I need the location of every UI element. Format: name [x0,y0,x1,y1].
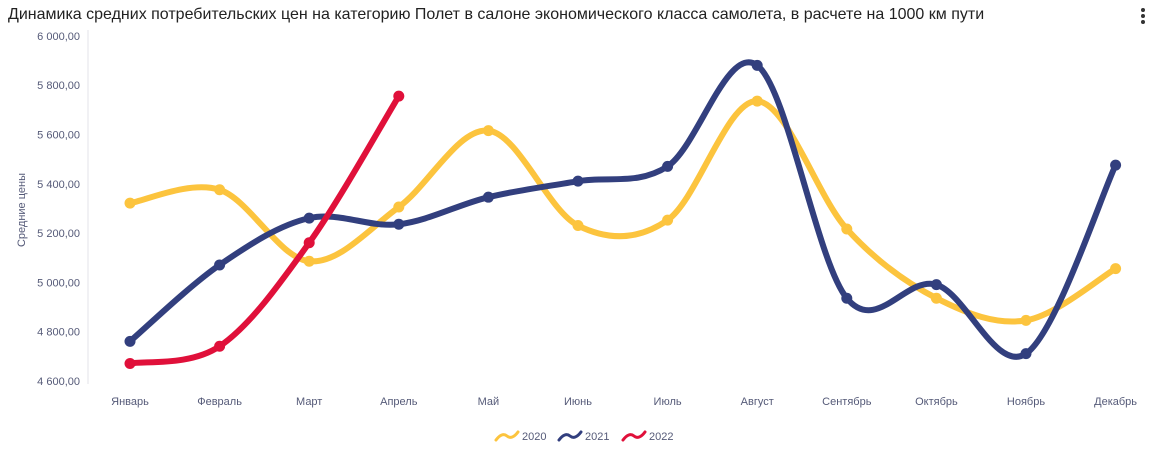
point [1020,314,1032,326]
series-line [127,59,1119,360]
point [662,214,674,226]
point [303,255,315,267]
point [393,90,405,102]
point [214,259,226,271]
point [214,340,226,352]
x-tick-label: Ноябрь [1007,396,1045,408]
y-tick-label: 4 600,00 [37,376,80,388]
x-tick-label: Июль [654,396,682,408]
legend-label: 2022 [649,431,673,443]
x-tick-label: Сентябрь [822,396,872,408]
legend-icon [494,430,520,442]
point [124,358,136,370]
point [841,223,853,235]
legend-icon [621,430,647,442]
series-line [127,93,402,367]
x-tick-label: Август [741,396,774,408]
chart-title: Динамика средних потребительских цен на … [8,6,984,23]
y-tick-label: 5 800,00 [37,80,80,92]
y-tick-label: 5 200,00 [37,228,80,240]
point [1110,263,1122,275]
point [124,335,136,347]
legend-icon [557,430,583,442]
legend-label: 2021 [585,431,609,443]
menu-dot [1141,20,1145,24]
y-tick-label: 5 600,00 [37,129,80,141]
x-tick-label: Май [478,396,500,408]
point [751,95,763,107]
point [303,212,315,224]
point [393,201,405,213]
point [841,292,853,304]
point [124,197,136,209]
point [572,175,584,187]
point [930,292,942,304]
x-tick-label: Январь [111,396,149,408]
point [572,220,584,232]
y-tick-label: 4 800,00 [37,327,80,339]
point [1110,159,1122,171]
y-axis-label: Средние цены [16,173,28,247]
point [303,237,315,249]
menu-dot [1141,14,1145,18]
point [214,184,226,196]
menu-icon[interactable] [1141,8,1145,24]
y-tick-label: 5 400,00 [37,179,80,191]
point [751,59,763,71]
menu-dot [1141,8,1145,12]
point [482,125,494,137]
point [1020,348,1032,360]
x-tick-label: Декабрь [1094,396,1137,408]
y-tick-label: 6 000,00 [37,31,80,43]
x-tick-label: Март [296,396,322,408]
y-tick-label: 5 000,00 [37,277,80,289]
x-tick-label: Июнь [564,396,592,408]
point [482,191,494,203]
legend-label: 2020 [522,431,546,443]
point [662,160,674,172]
point [393,218,405,230]
x-tick-label: Апрель [380,396,418,408]
point [930,279,942,291]
x-tick-label: Февраль [197,396,242,408]
x-tick-label: Октябрь [915,396,958,408]
